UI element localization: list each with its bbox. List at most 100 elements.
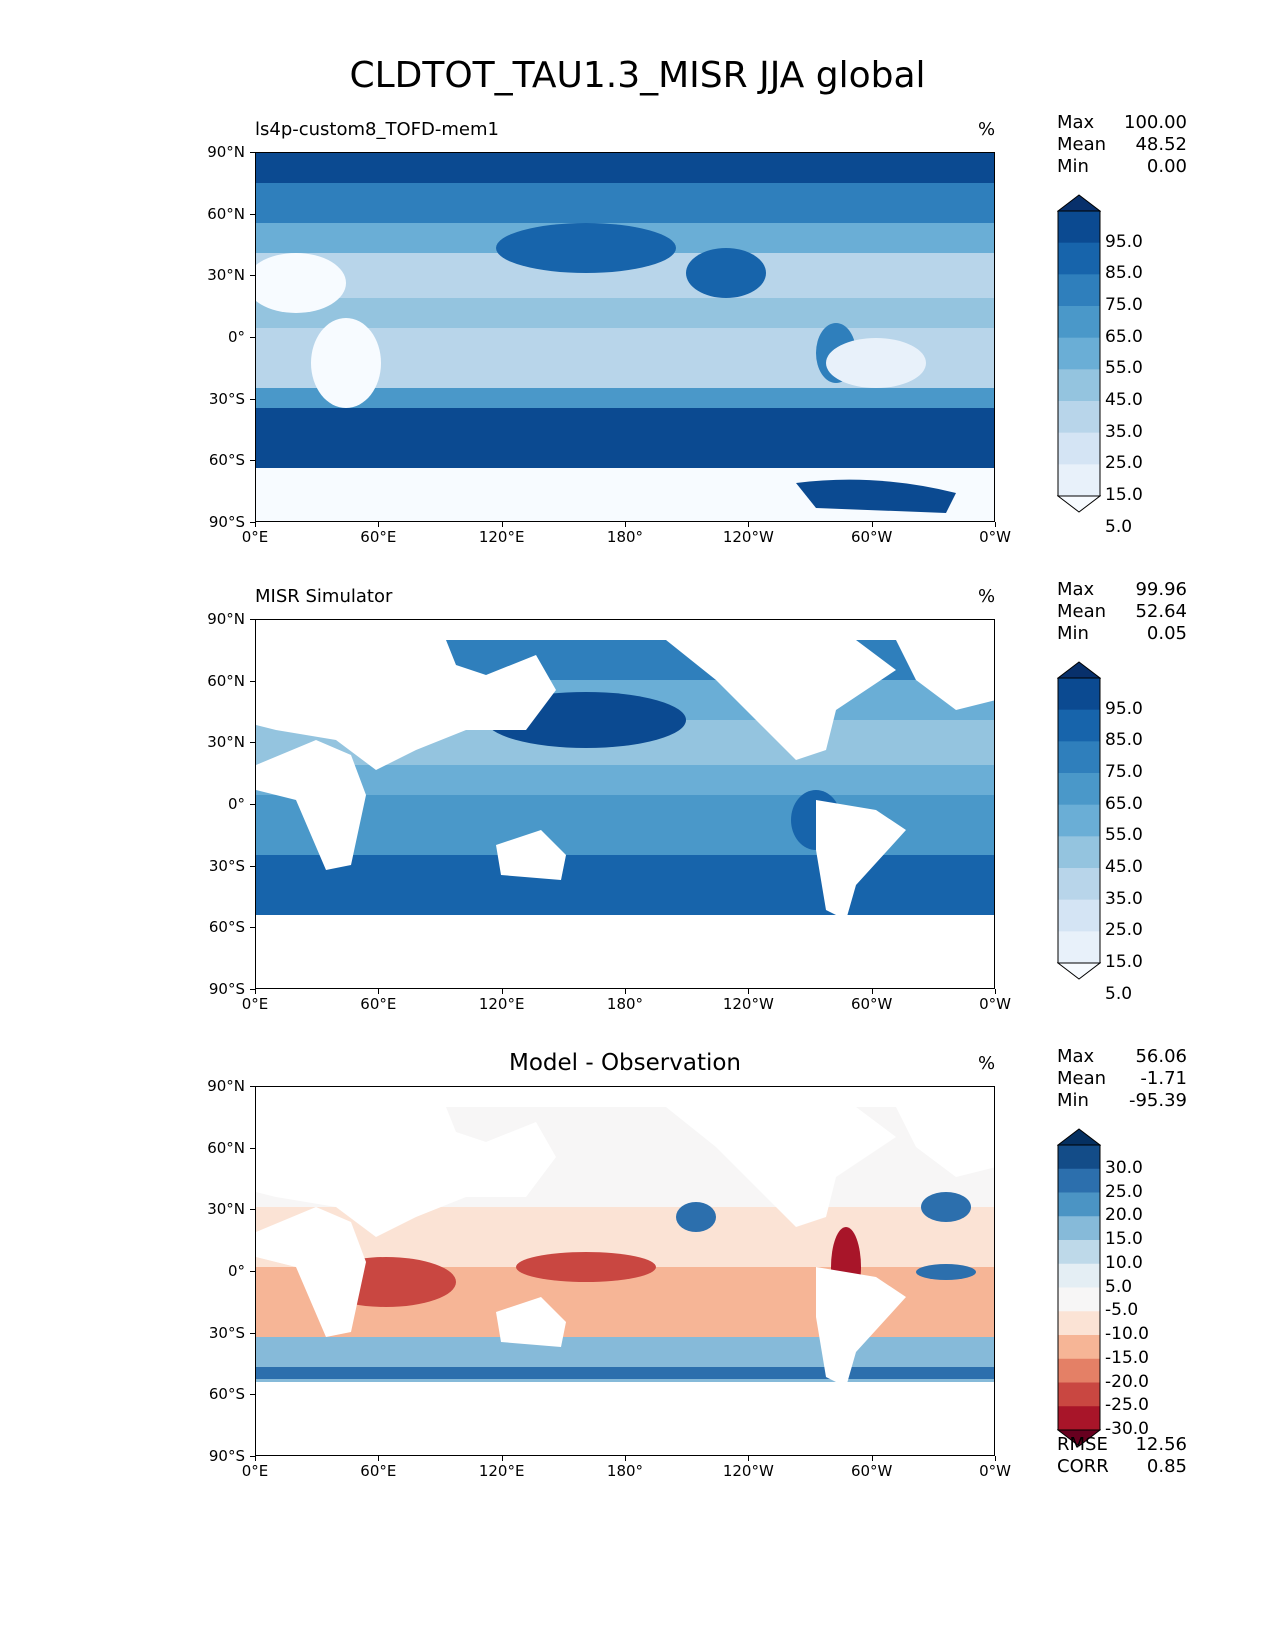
colorbar-tick-label: 85.0 xyxy=(1105,730,1143,751)
y-tick-mark xyxy=(250,742,255,744)
corr-value: 0.85 xyxy=(1146,1456,1187,1477)
x-tick-label: 0°W xyxy=(979,1462,1011,1480)
colorbar-tick-label: 35.0 xyxy=(1105,421,1143,442)
y-tick-mark xyxy=(250,1271,255,1272)
x-tick-label: 120°E xyxy=(478,995,525,1013)
colorbar-segment xyxy=(1058,1216,1100,1241)
x-tick-label: 120°W xyxy=(722,995,774,1013)
y-tick-mark xyxy=(250,337,255,338)
colorbar-tick-label: 25.0 xyxy=(1105,920,1143,941)
rmse-corr-stats: RMSE 12.56 CORR 0.85 xyxy=(1057,1434,1187,1478)
colorbar-segment xyxy=(1058,1382,1100,1407)
colorbar-segment xyxy=(1058,1358,1100,1383)
colorbar-tick-label: -15.0 xyxy=(1105,1347,1149,1368)
x-tick-label: 60°W xyxy=(850,528,893,546)
x-tick-label: 120°W xyxy=(722,528,774,546)
colorbar-tick-label: 55.0 xyxy=(1105,825,1143,846)
x-tick-mark xyxy=(995,1456,996,1461)
colorbar-segment xyxy=(1058,369,1100,402)
colorbar-segment xyxy=(1058,1335,1100,1360)
y-tick-label: 30°N xyxy=(207,733,245,752)
colorbar-tick-label: 10.0 xyxy=(1105,1252,1143,1273)
x-tick-label: 120°E xyxy=(478,528,525,546)
y-tick-label: 90°N xyxy=(207,143,245,161)
stat-mean-label: Mean xyxy=(1057,601,1107,622)
x-tick-mark xyxy=(748,989,750,994)
x-tick-label: 0°E xyxy=(241,995,269,1013)
colorbar-tick-label: -5.0 xyxy=(1105,1300,1139,1321)
colorbar-segment xyxy=(1058,899,1100,932)
colorbar-tick-label: 35.0 xyxy=(1105,888,1143,909)
y-tick-label: 60°N xyxy=(207,1138,245,1157)
y-tick-label: 0° xyxy=(227,795,245,813)
y-tick-label: 90°N xyxy=(207,610,245,628)
colorbar-tick-label: 95.0 xyxy=(1105,698,1143,719)
panel-difference: Model - Observation % Max 56.06 Mean -1. xyxy=(0,1044,1275,1484)
panel-observation: MISR Simulator % Max 99.96 Mean 52.64 Min 0… xyxy=(0,577,1275,1017)
y-tick-mark xyxy=(250,989,255,990)
y-tick-mark xyxy=(250,1209,255,1211)
y-tick-label: 60°N xyxy=(207,204,245,223)
rmse-label: RMSE xyxy=(1057,1434,1108,1455)
colorbar-tick-label: 15.0 xyxy=(1105,485,1143,505)
y-tick-mark xyxy=(250,865,255,867)
panel-stats: Max 100.00 Mean 48.52 Min 0.00 xyxy=(1057,112,1187,178)
panel-stats: Max 56.06 Mean -1.71 Min -95.39 xyxy=(1057,1046,1187,1112)
x-tick-label: 180° xyxy=(606,528,644,546)
y-tick-mark xyxy=(250,1086,255,1087)
colorbar-segment xyxy=(1058,432,1100,465)
y-tick-label: 30°N xyxy=(207,266,245,285)
colorbar-segment xyxy=(1058,1311,1100,1336)
stat-max: 56.06 xyxy=(1135,1046,1187,1067)
colorbar-segment xyxy=(1058,464,1100,497)
x-tick-mark xyxy=(378,522,380,527)
stat-max: 99.96 xyxy=(1135,579,1187,600)
units-label: % xyxy=(978,119,996,140)
colorbar-extend-top xyxy=(1057,661,1101,679)
x-tick-label: 120°E xyxy=(478,1462,525,1480)
y-tick-mark xyxy=(250,1147,255,1149)
colorbar-segment xyxy=(1058,1145,1100,1170)
x-tick-label: 60°W xyxy=(850,1462,893,1480)
colorbar-svg xyxy=(1057,1128,1101,1447)
y-tick-mark xyxy=(250,927,255,929)
y-tick-label: 0° xyxy=(227,1262,245,1280)
corr-label: CORR xyxy=(1057,1456,1109,1477)
y-tick-mark xyxy=(250,619,255,620)
colorbar-tick-label: 65.0 xyxy=(1105,326,1143,347)
y-tick-label: 30°N xyxy=(207,1200,245,1219)
x-tick-mark xyxy=(995,989,996,994)
y-tick-mark xyxy=(250,1456,255,1457)
colorbar-segment xyxy=(1058,1263,1100,1288)
colorbar-tick-label: 5.0 xyxy=(1105,983,1133,1004)
panel-stats: Max 99.96 Mean 52.64 Min 0.05 xyxy=(1057,579,1187,645)
colorbar-segment xyxy=(1058,836,1100,869)
x-tick-mark xyxy=(501,989,503,994)
colorbar-tick-label: -25.0 xyxy=(1105,1395,1149,1416)
colorbar-tick-label: 55.0 xyxy=(1105,358,1143,379)
x-tick-mark xyxy=(871,989,873,994)
colorbar-tick-label: 75.0 xyxy=(1105,762,1143,782)
colorbar-tick-label: 30.0 xyxy=(1105,1157,1143,1178)
colorbar-extend-top xyxy=(1057,1128,1101,1146)
colorbar-tick-label: 45.0 xyxy=(1105,857,1143,877)
colorbar-tick-label: 25.0 xyxy=(1105,1181,1143,1202)
map-observation xyxy=(255,619,995,989)
panel-title: Model - Observation xyxy=(508,1050,742,1076)
stat-mean: 48.52 xyxy=(1135,134,1187,155)
y-tick-mark xyxy=(250,804,255,805)
y-tick-mark xyxy=(250,522,255,523)
colorbar-extend-bottom xyxy=(1057,962,1101,980)
colorbar-segment xyxy=(1058,773,1100,806)
y-tick-mark xyxy=(250,275,255,277)
x-tick-label: 120°W xyxy=(722,1462,774,1480)
x-tick-label: 180° xyxy=(606,1462,644,1480)
y-tick-mark xyxy=(250,460,255,462)
y-tick-mark xyxy=(250,152,255,153)
colorbar-tick-label: 20.0 xyxy=(1105,1205,1143,1226)
colorbar-segment xyxy=(1058,1406,1100,1431)
stat-min-label: Min xyxy=(1057,156,1089,177)
stat-mean-label: Mean xyxy=(1057,1068,1107,1089)
colorbar-segment xyxy=(1058,1240,1100,1265)
x-tick-mark xyxy=(748,1456,750,1461)
